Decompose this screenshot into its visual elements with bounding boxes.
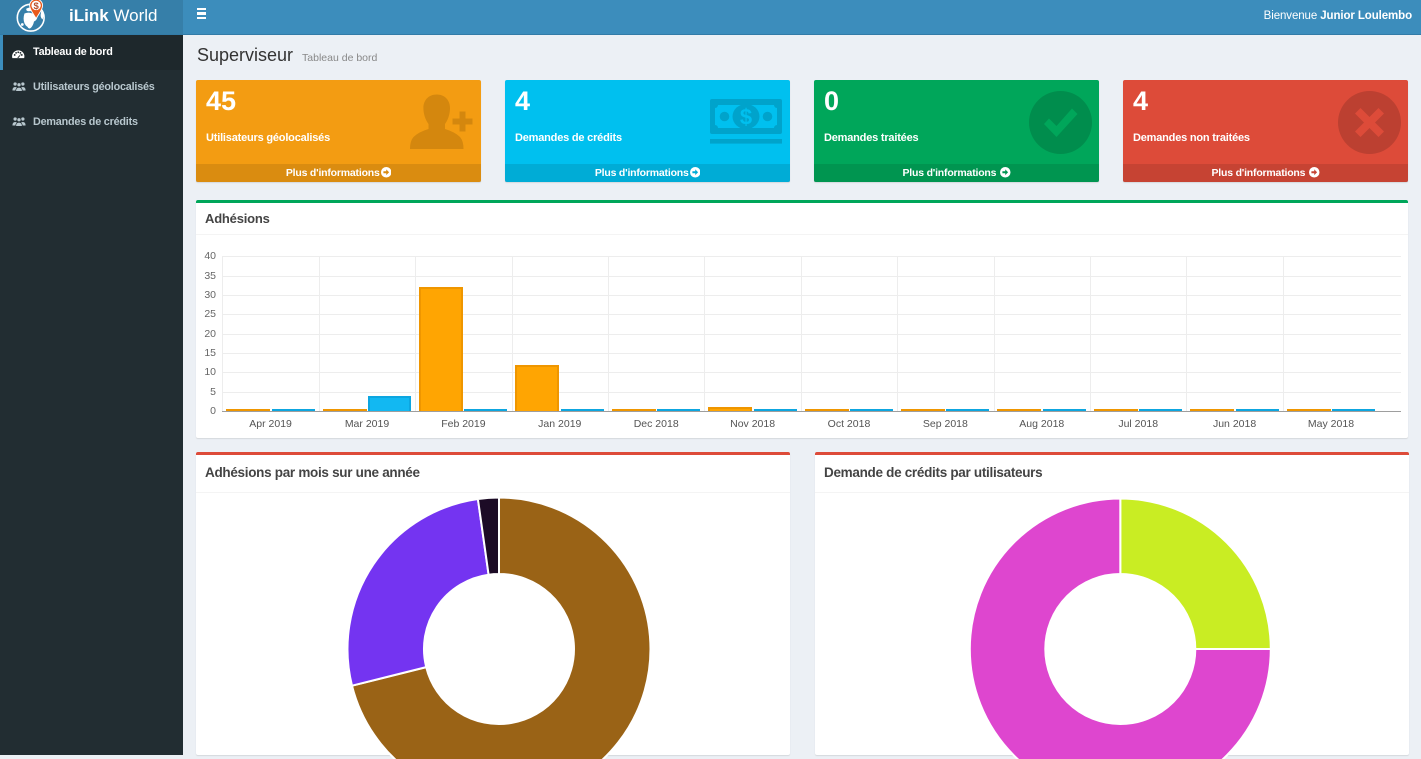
svg-text:$: $ <box>740 105 752 130</box>
svg-text:$: $ <box>33 1 39 12</box>
